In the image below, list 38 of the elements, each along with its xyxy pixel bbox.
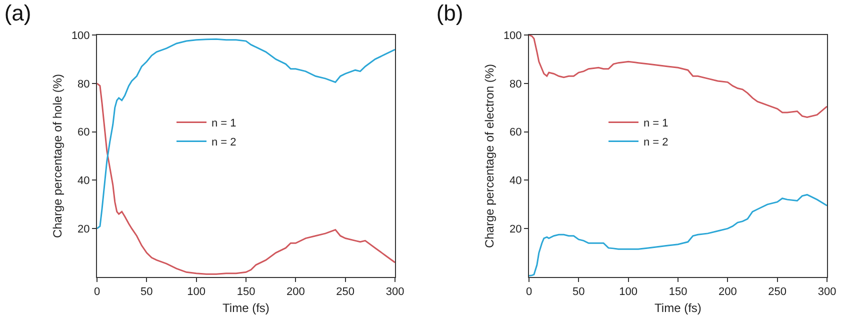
legend-label: n = 1 xyxy=(644,118,668,130)
line-series xyxy=(97,38,395,230)
y-axis-title: Charge percentage of electron (%) xyxy=(482,64,497,248)
x-tick-label: 250 xyxy=(336,286,355,298)
x-tick-label: 150 xyxy=(236,286,256,298)
x-tick-label: 300 xyxy=(386,286,404,298)
x-tick-label: 0 xyxy=(94,286,100,298)
x-tick-label: 150 xyxy=(668,286,688,298)
x-tick-label: 100 xyxy=(619,286,638,298)
y-tick-label: 100 xyxy=(503,30,522,42)
x-axis-title: Time (fs) xyxy=(654,301,702,316)
x-tick-label: 250 xyxy=(768,286,787,298)
legend-label: n = 2 xyxy=(644,136,668,149)
y-tick-label: 40 xyxy=(510,175,522,188)
chart-title: (b) xyxy=(436,0,464,26)
x-axis-title: Time (fs) xyxy=(222,301,270,316)
chart-title: (a) xyxy=(4,0,32,26)
x-tick-label: 0 xyxy=(526,286,532,298)
y-tick-label: 100 xyxy=(71,30,90,42)
legend-label: n = 2 xyxy=(212,136,236,149)
y-tick-label: 80 xyxy=(78,78,90,90)
y-tick-label: 60 xyxy=(78,126,90,139)
x-tick-label: 100 xyxy=(187,286,206,298)
x-tick-label: 50 xyxy=(140,286,153,298)
y-axis-title: Charge percentage of hole (%) xyxy=(50,74,65,238)
x-tick-label: 200 xyxy=(718,286,737,298)
y-tick-label: 80 xyxy=(510,78,522,90)
line-series xyxy=(529,35,827,118)
y-tick-label: 20 xyxy=(510,223,522,236)
line-series xyxy=(97,82,395,275)
x-tick-label: 300 xyxy=(818,286,836,298)
line-series xyxy=(529,194,827,277)
y-tick-label: 60 xyxy=(510,126,522,139)
x-tick-label: 200 xyxy=(286,286,305,298)
legend-label: n = 1 xyxy=(212,118,236,130)
y-tick-label: 20 xyxy=(78,223,90,236)
x-tick-label: 50 xyxy=(572,286,585,298)
y-tick-label: 40 xyxy=(78,175,90,188)
